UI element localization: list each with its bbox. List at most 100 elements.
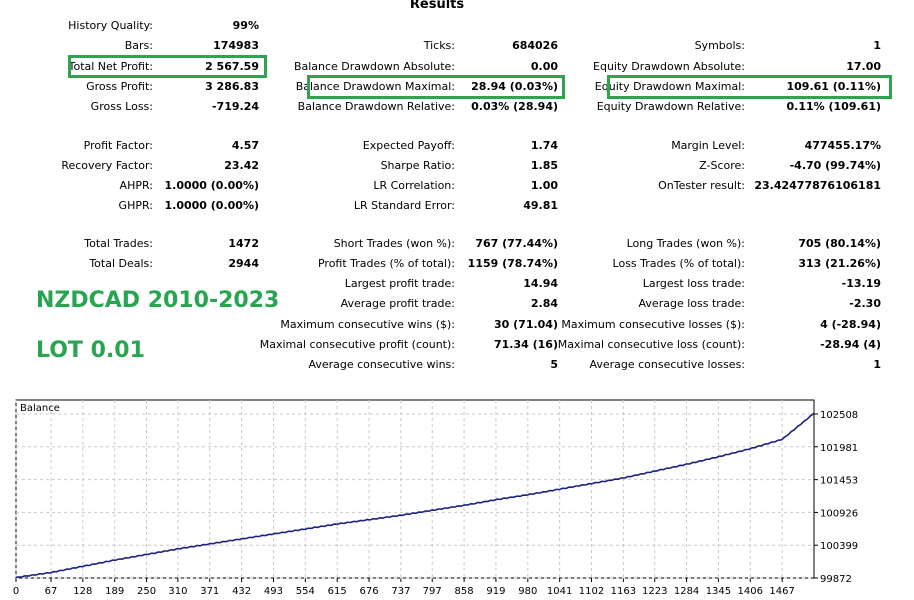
col1-value: 1472 [228, 237, 259, 250]
col1-label: AHPR: [119, 179, 153, 192]
col1-label: Total Deals: [89, 257, 153, 270]
col3-value: 109.61 (0.11%) [786, 80, 882, 93]
x-tick-label: 858 [455, 586, 474, 597]
y-tick-label: 100399 [820, 541, 858, 552]
col1-label: Recovery Factor: [61, 159, 153, 172]
col3-value: 4 (-28.94) [820, 318, 881, 331]
col2-label: Maximum consecutive wins ($): [280, 318, 455, 331]
col3-value: 1 [873, 39, 881, 52]
col2-label: Balance Drawdown Relative: [297, 100, 455, 113]
y-tick-label: 101453 [820, 476, 858, 487]
x-tick-label: 1163 [611, 586, 636, 597]
x-tick-label: 128 [73, 586, 92, 597]
col2-label: Short Trades (won %): [333, 237, 455, 250]
col2-value: 0.03% (28.94) [471, 100, 558, 113]
col3-label: Symbols: [694, 39, 745, 52]
col1-label: Total Trades: [84, 237, 153, 250]
col3-label: Largest loss trade: [642, 277, 745, 290]
x-tick-label: 1345 [706, 586, 731, 597]
col1-value: 99% [232, 19, 259, 32]
col3-value: -2.30 [849, 297, 881, 310]
y-tick-label: 102508 [820, 410, 858, 421]
x-tick-label: 1406 [738, 586, 763, 597]
col2-label: Profit Trades (% of total): [317, 257, 455, 270]
col3-label: Equity Drawdown Maximal: [594, 80, 745, 93]
x-tick-label: 615 [328, 586, 347, 597]
col3-value: -13.19 [841, 277, 881, 290]
x-tick-label: 980 [518, 586, 537, 597]
col2-label: Sharpe Ratio: [380, 159, 455, 172]
col3-value: 23.42477876106181 [754, 179, 881, 192]
col2-value: 767 (77.44%) [475, 237, 558, 250]
col1-value: 2 567.59 [205, 60, 259, 73]
overlay-symbol-period: NZDCAD 2010-2023 [36, 288, 280, 313]
col3-label: Long Trades (won %): [626, 237, 745, 250]
col3-label: Maximum consecutive losses ($): [561, 318, 745, 331]
col1-label: Profit Factor: [83, 139, 153, 152]
x-tick-label: 1223 [642, 586, 667, 597]
col1-value: 3 286.83 [205, 80, 259, 93]
col3-label: Average consecutive losses: [589, 358, 745, 371]
col3-value: 17.00 [846, 60, 881, 73]
col3-label: OnTester result: [658, 179, 745, 192]
col1-label: Gross Loss: [90, 100, 153, 113]
col1-label: Bars: [124, 39, 153, 52]
col2-value: 71.34 (16) [494, 338, 558, 351]
col3-label: Maximal consecutive loss (count): [557, 338, 745, 351]
x-tick-label: 676 [359, 586, 378, 597]
col3-value: 313 (21.26%) [798, 257, 881, 270]
col2-label: Ticks: [423, 39, 455, 52]
balance-chart: 0 67 128 189 250 310 371 432 493 554 615 676 737 797 8… [13, 399, 858, 597]
x-tick-label: 1467 [769, 586, 794, 597]
y-tick-label: 100926 [820, 508, 858, 519]
overlay-lot-size: LOT 0.01 [36, 338, 145, 363]
x-tick-label: 1102 [579, 586, 604, 597]
col2-value: 1.74 [530, 139, 558, 152]
col1-label: Total Net Profit: [68, 60, 153, 73]
col3-label: Average loss trade: [638, 297, 745, 310]
col2-value: 30 (71.04) [494, 318, 558, 331]
col1-label: GHPR: [118, 199, 153, 212]
col3-value: -28.94 (4) [820, 338, 881, 351]
x-tick-label: 371 [200, 586, 219, 597]
highlight-equity-drawdown-maximal [607, 75, 892, 99]
col3-label: Equity Drawdown Relative: [596, 100, 745, 113]
x-tick-label: 189 [105, 586, 124, 597]
x-tick-label: 797 [423, 586, 442, 597]
col2-value: 1159 (78.74%) [467, 257, 558, 270]
x-tick-label: 67 [45, 586, 58, 597]
col2-label: Average consecutive wins: [308, 358, 455, 371]
col3-label: Equity Drawdown Absolute: [593, 60, 745, 73]
col2-label: Average profit trade: [340, 297, 455, 310]
col1-label: Gross Profit: [86, 80, 153, 93]
x-tick-label: 1284 [674, 586, 699, 597]
col3-label: Z-Score: [699, 159, 745, 172]
col2-value: 5 [550, 358, 558, 371]
col2-label: Expected Payoff: [362, 139, 455, 152]
highlight-balance-drawdown-maximal [307, 75, 565, 99]
y-tick-label: 99872 [820, 574, 852, 585]
y-tick-label: 101981 [820, 443, 858, 454]
col1-value: 4.57 [231, 139, 259, 152]
col3-value: 705 (80.14%) [798, 237, 881, 250]
col2-value: 1.00 [530, 179, 558, 192]
col1-value: 1.0000 (0.00%) [164, 199, 260, 212]
col1-value: 23.42 [224, 159, 259, 172]
x-tick-label: 0 [13, 586, 19, 597]
col1-value: 2944 [228, 257, 259, 270]
x-tick-label: 737 [391, 586, 410, 597]
x-tick-label: 554 [296, 586, 315, 597]
col3-label: Loss Trades (% of total): [612, 257, 745, 270]
col2-value: 1.85 [530, 159, 558, 172]
col2-value: 2.84 [530, 297, 558, 310]
x-tick-label: 310 [168, 586, 187, 597]
col3-value: 0.11% (109.61) [786, 100, 882, 113]
chart-title: Balance [20, 403, 60, 414]
col3-value: 1 [873, 358, 881, 371]
col3-label: Margin Level: [671, 139, 745, 152]
chart-frame [15, 399, 815, 579]
col2-label: Balance Drawdown Maximal: [295, 80, 455, 93]
col1-value: -719.24 [211, 100, 259, 113]
col1-label: History Quality: [68, 19, 153, 32]
balance-series-line [15, 412, 815, 579]
